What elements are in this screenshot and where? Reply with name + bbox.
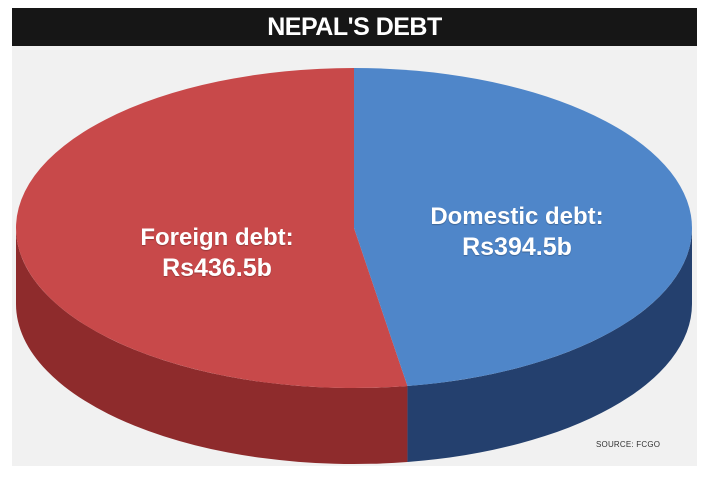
domestic-debt-name: Domestic debt: — [430, 203, 604, 230]
foreign-debt-slice-side — [16, 228, 408, 465]
pie-chart — [16, 68, 692, 465]
chart-title: NEPAL'S DEBT — [267, 12, 442, 41]
foreign-debt-value: Rs436.5b — [162, 254, 272, 282]
domestic-debt-value: Rs394.5b — [462, 233, 572, 261]
domestic-debt-slice — [354, 68, 692, 386]
domestic-debt-label: Domestic debt: Rs394.5b — [407, 202, 627, 263]
foreign-debt-name: Foreign debt: — [140, 224, 294, 251]
foreign-debt-label: Foreign debt: Rs436.5b — [107, 223, 327, 284]
source-note: SOURCE: FCGO — [596, 440, 661, 449]
foreign-debt-slice — [16, 68, 408, 388]
domestic-debt-slice-side — [407, 228, 692, 462]
title-bar: NEPAL'S DEBT — [12, 8, 697, 46]
chart-area: Foreign debt: Rs436.5b Domestic debt: Rs… — [12, 46, 697, 466]
